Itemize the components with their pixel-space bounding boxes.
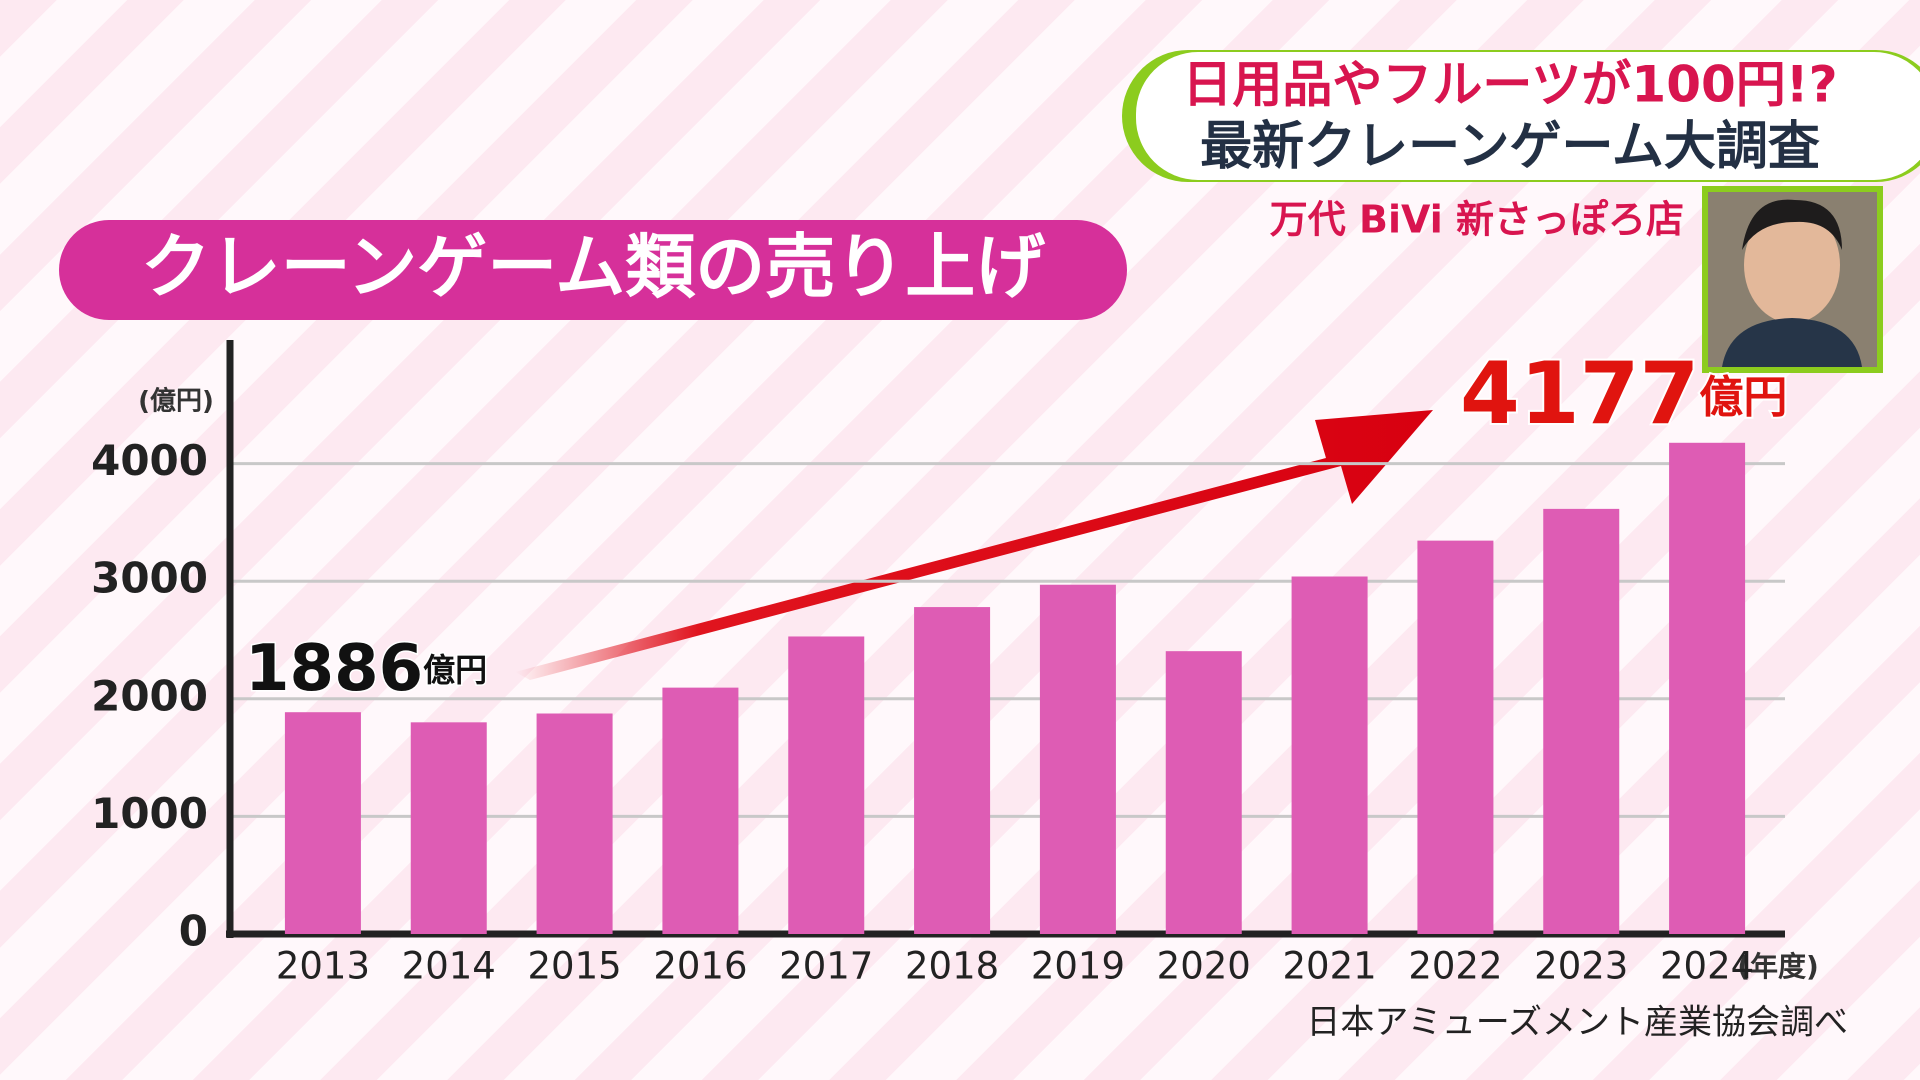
- x-axis-label: (年度): [1737, 950, 1819, 983]
- value-label-number: 4177: [1460, 344, 1699, 444]
- x-tick-label: 2021: [1282, 945, 1376, 988]
- location: 万代 BiVi 新さっぽろ店: [1270, 198, 1684, 242]
- y-tick-label: 2000: [91, 671, 208, 720]
- headline: 日用品やフルーツが100円!?: [1182, 56, 1837, 114]
- bar: [1417, 540, 1494, 934]
- value-label-unit: 億円: [1699, 372, 1787, 423]
- x-tick-label: 2014: [402, 945, 496, 988]
- y-tick-label: 0: [179, 907, 208, 956]
- bar: [1165, 651, 1242, 934]
- x-tick-label: 2024: [1660, 945, 1754, 988]
- header-panel: [1136, 52, 1920, 180]
- source-note: 日本アミューズメント産業協会調べ: [1306, 1003, 1848, 1043]
- x-tick-label: 2016: [653, 945, 747, 988]
- bar: [914, 607, 991, 934]
- title-pill: [59, 220, 1127, 320]
- bar: [1291, 576, 1368, 934]
- x-tick-label: 2023: [1534, 945, 1628, 988]
- x-tick-label: 2022: [1408, 945, 1502, 988]
- bar: [410, 722, 487, 934]
- bar: [284, 712, 361, 934]
- x-tick-label: 2013: [276, 945, 370, 988]
- x-tick-label: 2015: [527, 945, 621, 988]
- bar: [1543, 508, 1620, 934]
- presenter-photo: [1702, 186, 1883, 373]
- value-label: 4177億円: [1460, 344, 1787, 444]
- x-tick-label: 2017: [779, 945, 873, 988]
- chart-title: クレーンゲーム類の売り上げ: [141, 226, 1045, 308]
- x-tick-label: 2019: [1031, 945, 1125, 988]
- value-label-unit: 億円: [423, 651, 487, 689]
- value-label: 1886億円: [245, 632, 487, 706]
- y-tick-label: 1000: [91, 789, 208, 838]
- bar: [1039, 584, 1116, 934]
- value-label-number: 1886: [245, 632, 423, 706]
- subheadline: 最新クレーンゲーム大調査: [1200, 117, 1820, 177]
- x-tick-label: 2018: [905, 945, 999, 988]
- y-axis-label: (億円): [138, 387, 214, 417]
- bar: [1669, 442, 1746, 934]
- bar: [662, 687, 739, 934]
- x-tick-label: 2020: [1157, 945, 1251, 988]
- y-tick-label: 3000: [91, 554, 208, 603]
- growth-arrow: [515, 410, 1433, 680]
- bar: [788, 636, 865, 934]
- bar: [536, 713, 613, 934]
- y-tick-label: 4000: [91, 436, 208, 485]
